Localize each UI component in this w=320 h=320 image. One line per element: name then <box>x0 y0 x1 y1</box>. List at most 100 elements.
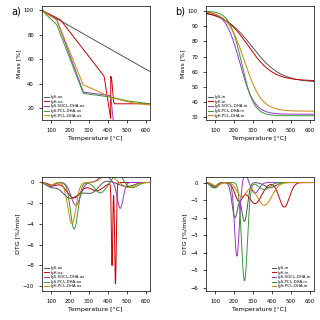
IgS-SOCl₂-DHA-ox <box>102 172 106 176</box>
IgS-SOCl₂-DHA-in <box>286 112 290 116</box>
IgH-ox <box>105 183 109 187</box>
IgH-PCl₅-DHA-ox <box>40 181 44 185</box>
Line: IgS-SOCl₂-DHA-ox: IgS-SOCl₂-DHA-ox <box>42 10 149 126</box>
IgH-in <box>210 183 214 187</box>
Line: IgS-ox: IgS-ox <box>42 10 149 71</box>
IgS-in <box>286 75 290 79</box>
IgS-ox <box>102 44 106 48</box>
IgS-PCl₅-DHA-in <box>243 279 246 283</box>
IgS-PCl₅-DHA-ox <box>148 102 151 106</box>
IgH-in <box>269 183 273 187</box>
IgH-in <box>273 71 276 75</box>
IgH-ox <box>108 115 112 119</box>
IgH-PCl₅-DHA-ox <box>46 12 50 16</box>
Line: IgS-ox: IgS-ox <box>42 181 149 198</box>
IgH-ox <box>46 12 50 15</box>
IgH-in <box>204 181 208 185</box>
IgH-PCl₅-DHA-ox <box>105 172 109 176</box>
IgS-ox <box>122 55 125 59</box>
IgS-SOCl₂-DHA-in <box>267 110 270 114</box>
Legend: IgS-ox, IgH-ox, IgS-SOCl₂-DHA-ox, IgS-PCl₅-DHA-ox, IgH-PCl₅-DHA-ox: IgS-ox, IgH-ox, IgS-SOCl₂-DHA-ox, IgS-PC… <box>44 265 85 289</box>
IgH-in <box>282 205 286 209</box>
Line: IgS-SOCl₂-DHA-in: IgS-SOCl₂-DHA-in <box>206 12 314 114</box>
IgS-SOCl₂-DHA-ox <box>102 93 106 97</box>
IgH-ox <box>102 76 106 79</box>
IgH-PCl₅-DHA-ox <box>40 8 44 12</box>
Legend: IgS-ox, IgH-ox, IgS-SOCl₂-DHA-ox, IgS-PCl₅-DHA-ox, IgH-PCl₅-DHA-ox: IgS-ox, IgH-ox, IgS-SOCl₂-DHA-ox, IgS-PC… <box>44 94 85 118</box>
IgH-PCl₅-DHA-in <box>210 182 214 186</box>
Y-axis label: DTG [%/min]: DTG [%/min] <box>15 214 20 254</box>
IgS-PCl₅-DHA-in <box>312 114 316 118</box>
Line: IgS-PCl₅-DHA-ox: IgS-PCl₅-DHA-ox <box>42 10 149 104</box>
IgH-ox <box>40 8 44 12</box>
IgH-PCl₅-DHA-in <box>262 204 266 207</box>
IgH-PCl₅-DHA-ox <box>70 222 74 226</box>
IgS-PCl₅-DHA-ox <box>40 8 44 12</box>
IgS-PCl₅-DHA-in <box>267 113 270 116</box>
IgH-PCl₅-DHA-ox <box>148 180 151 184</box>
IgH-in <box>286 200 290 204</box>
Line: IgS-PCl₅-DHA-ox: IgS-PCl₅-DHA-ox <box>42 172 149 229</box>
IgH-PCl₅-DHA-in <box>312 180 316 184</box>
Line: IgH-ox: IgH-ox <box>42 10 149 118</box>
IgS-SOCl₂-DHA-in <box>204 10 208 14</box>
Line: IgH-ox: IgH-ox <box>42 182 149 284</box>
Legend: IgS-in, IgH-in, IgS-SOCl₂-DHA-in, IgS-PCl₅-DHA-in, IgH-PCl₅-DHA-in: IgS-in, IgH-in, IgS-SOCl₂-DHA-in, IgS-PC… <box>271 265 312 289</box>
IgS-in <box>267 186 270 189</box>
Legend: IgS-in, IgH-in, IgS-SOCl₂-DHA-in, IgS-PCl₅-DHA-in, IgH-PCl₅-DHA-in: IgS-in, IgH-in, IgS-SOCl₂-DHA-in, IgS-PC… <box>208 94 248 118</box>
IgS-SOCl₂-DHA-ox <box>133 124 137 128</box>
IgH-in <box>286 76 290 80</box>
IgH-in <box>267 68 270 71</box>
Line: IgH-PCl₅-DHA-in: IgH-PCl₅-DHA-in <box>206 182 314 205</box>
IgS-PCl₅-DHA-in <box>286 114 290 118</box>
IgS-in <box>286 181 290 185</box>
IgS-PCl₅-DHA-ox <box>102 94 106 98</box>
IgH-in <box>269 69 273 73</box>
IgS-SOCl₂-DHA-ox <box>133 180 137 184</box>
IgH-in <box>297 181 301 185</box>
IgS-in <box>243 220 246 223</box>
IgS-SOCl₂-DHA-in <box>244 173 247 177</box>
IgH-ox <box>133 102 137 106</box>
IgH-PCl₅-DHA-ox <box>133 184 137 188</box>
IgS-in <box>210 13 214 17</box>
IgS-PCl₅-DHA-ox <box>132 100 136 104</box>
IgS-PCl₅-DHA-in <box>297 114 300 118</box>
IgH-in <box>273 185 276 188</box>
IgS-in <box>204 12 208 15</box>
IgH-ox <box>46 182 50 186</box>
IgH-PCl₅-DHA-in <box>297 109 300 113</box>
IgS-PCl₅-DHA-in <box>210 10 214 14</box>
IgS-ox <box>102 180 106 184</box>
IgS-ox <box>46 184 50 188</box>
IgS-PCl₅-DHA-in <box>269 184 273 188</box>
IgS-in <box>269 186 273 189</box>
IgS-PCl₅-DHA-in <box>297 180 301 184</box>
IgH-in <box>210 12 214 16</box>
IgS-SOCl₂-DHA-in <box>297 180 301 184</box>
IgH-PCl₅-DHA-in <box>297 180 301 184</box>
Line: IgS-PCl₅-DHA-in: IgS-PCl₅-DHA-in <box>206 11 314 116</box>
IgH-ox <box>114 282 117 286</box>
Line: IgH-PCl₅-DHA-in: IgH-PCl₅-DHA-in <box>206 12 314 111</box>
IgS-SOCl₂-DHA-in <box>312 180 316 184</box>
IgH-PCl₅-DHA-in <box>269 195 273 199</box>
IgS-SOCl₂-DHA-in <box>297 112 300 116</box>
IgS-in <box>204 181 208 185</box>
IgH-PCl₅-DHA-ox <box>148 103 151 107</box>
Text: a): a) <box>12 6 21 16</box>
IgS-SOCl₂-DHA-ox <box>102 172 106 176</box>
IgS-SOCl₂-DHA-ox <box>122 124 125 128</box>
IgS-ox <box>46 12 50 16</box>
Line: IgS-in: IgS-in <box>206 182 314 221</box>
IgH-ox <box>148 102 151 106</box>
IgS-SOCl₂-DHA-ox <box>118 206 122 210</box>
IgS-SOCl₂-DHA-in <box>269 180 273 184</box>
IgS-PCl₅-DHA-ox <box>105 185 109 188</box>
IgH-PCl₅-DHA-in <box>267 104 270 108</box>
IgH-PCl₅-DHA-ox <box>109 173 113 177</box>
IgS-SOCl₂-DHA-in <box>269 111 273 115</box>
IgS-ox <box>109 180 113 184</box>
Line: IgH-in: IgH-in <box>206 182 314 207</box>
IgS-SOCl₂-DHA-in <box>273 111 276 115</box>
